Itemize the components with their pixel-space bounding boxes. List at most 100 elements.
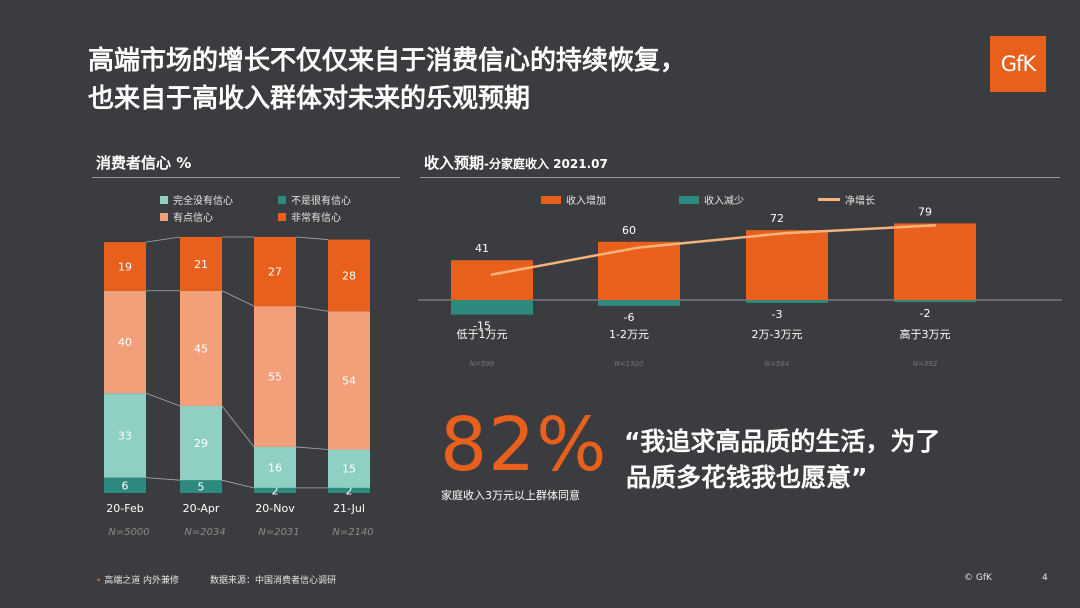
legend-item-net: 净增长 (818, 192, 875, 207)
bar-segment-not-very-confident (180, 480, 222, 493)
bar-data-label: 19 (118, 260, 132, 273)
bar-segment-very-confident (328, 239, 370, 312)
sample-size-label: N=392 (913, 360, 938, 368)
bar-income-increase (598, 241, 680, 300)
legend-swatch (541, 195, 561, 204)
legend-label: 不是很有信心 (291, 196, 351, 207)
x-tick-label: 20-Apr (183, 502, 220, 515)
segment-connector-line (295, 305, 329, 312)
legend-label: 非常有信心 (291, 213, 341, 224)
legend-swatch-line (818, 198, 840, 201)
bar-segment-somewhat-confident (254, 306, 296, 447)
bar-data-label: -3 (772, 308, 783, 321)
bar-data-label: 27 (268, 266, 282, 279)
sample-size-label: N=2031 (258, 527, 299, 538)
bar-data-label: 45 (194, 342, 208, 355)
x-tick-label: 低于1万元 (457, 328, 508, 341)
bar-segment-somewhat-confident (104, 290, 146, 394)
bar-data-label: 5 (198, 481, 205, 494)
legend-item-decrease: 收入减少 (679, 192, 744, 207)
legend-label: 完全没有信心 (173, 196, 233, 207)
x-tick-label: 1-2万元 (609, 328, 649, 341)
quote-line-1: “我追求高品质的生活，为了 (624, 427, 941, 456)
sample-size-label: N=1320 (615, 360, 644, 368)
bar-segment-somewhat-confident (180, 290, 222, 406)
legend-item-increase: 收入增加 (541, 192, 606, 207)
bar-data-label: -6 (624, 311, 635, 324)
bar-segment-not-confident (104, 393, 146, 478)
legend-swatch (679, 195, 699, 204)
bar-income-decrease (451, 300, 533, 315)
x-tick-label: 20-Nov (255, 502, 295, 515)
segment-connector-line (295, 446, 329, 450)
footer-bullet: • (96, 576, 102, 586)
bar-segment-not-very-confident (254, 487, 296, 493)
segment-connector-line (221, 405, 255, 448)
footer-left: • 高端之道 内外兼修 (96, 573, 179, 586)
consumer-confidence-title: 消费者信心 % (96, 154, 192, 172)
bar-data-label: 2 (272, 484, 279, 497)
income-expectation-title: 收入预期-分家庭收入 2021.07 (424, 152, 608, 173)
bar-data-label: 6 (122, 479, 129, 492)
bar-segment-very-confident (104, 242, 146, 291)
bar-income-decrease (598, 300, 680, 306)
legend-label: 净增长 (845, 196, 875, 207)
bar-data-label: 21 (194, 258, 208, 271)
x-tick-label: 高于3万元 (900, 327, 951, 341)
right-section-divider (420, 177, 1060, 178)
consumer-quote: “我追求高品质的生活，为了 品质多花钱我也愿意” (624, 424, 940, 496)
bar-data-label: 15 (342, 463, 356, 476)
income-expectation-title-main: 收入预期 (424, 154, 485, 172)
bar-data-label: 16 (268, 461, 282, 474)
footer-left-text: 高端之道 内外兼修 (104, 576, 180, 586)
segment-connector-line (221, 290, 255, 307)
segment-connector-line (295, 236, 329, 240)
title-line-2: 也来自于高收入群体对未来的乐观预期 (88, 84, 531, 114)
segment-connector-line (145, 477, 181, 481)
segment-connector-line (221, 479, 255, 489)
legend-label: 收入减少 (704, 196, 744, 207)
legend-label: 收入增加 (566, 196, 606, 207)
sample-size-label: N=2140 (332, 527, 373, 538)
highlight-caption: 家庭收入3万元以上群体同意 (441, 489, 580, 502)
legend-swatch (160, 212, 168, 221)
legend-swatch (160, 195, 168, 204)
bar-data-label: 40 (118, 336, 132, 349)
bar-data-label: 33 (118, 429, 132, 442)
bar-income-decrease (746, 300, 828, 303)
legend-swatch (278, 212, 286, 221)
footer-source: 数据来源：中国消费者信心调研 (210, 576, 337, 586)
bar-data-label: 79 (918, 205, 932, 218)
bar-data-label: -2 (920, 307, 931, 320)
net-growth-line (490, 224, 937, 277)
x-tick-label: 20-Feb (106, 502, 143, 515)
bar-data-label: 72 (770, 212, 784, 225)
bar-segment-not-very-confident (104, 477, 146, 493)
legend-item-none: 完全没有信心 (160, 192, 233, 207)
bar-data-label: 28 (342, 269, 356, 282)
legend-item-very: 非常有信心 (278, 209, 341, 224)
title-line-1: 高端市场的增长不仅仅来自于消费信心的持续恢复， (88, 46, 687, 76)
x-tick-label: 2万-3万元 (752, 328, 803, 341)
bar-segment-very-confident (180, 237, 222, 291)
highlight-percentage: 82% (440, 402, 608, 488)
sample-size-label: N=584 (765, 360, 789, 368)
income-expectation-title-sub: -分家庭收入 2021.07 (484, 157, 608, 171)
x-tick-label: 21-Jul (333, 502, 365, 515)
page-title: 高端市场的增长不仅仅来自于消费信心的持续恢复， 也来自于高收入群体对未来的乐观预… (88, 42, 686, 118)
bar-income-increase (746, 230, 828, 300)
bar-segment-very-confident (254, 237, 296, 307)
sample-size-label: N=2034 (184, 527, 225, 538)
bar-segment-not-confident (328, 449, 370, 488)
bar-data-label: 41 (475, 242, 489, 255)
bar-data-label: 2 (346, 484, 353, 497)
bar-data-label: 60 (622, 224, 636, 237)
legend-item-not-very: 不是很有信心 (278, 192, 351, 207)
bar-segment-somewhat-confident (328, 311, 370, 450)
legend-swatch (278, 195, 286, 204)
footer-copyright: © GfK (964, 573, 992, 583)
sample-size-label: N=5000 (108, 527, 149, 538)
bar-data-label: 54 (342, 374, 356, 387)
bar-segment-not-very-confident (328, 487, 370, 493)
